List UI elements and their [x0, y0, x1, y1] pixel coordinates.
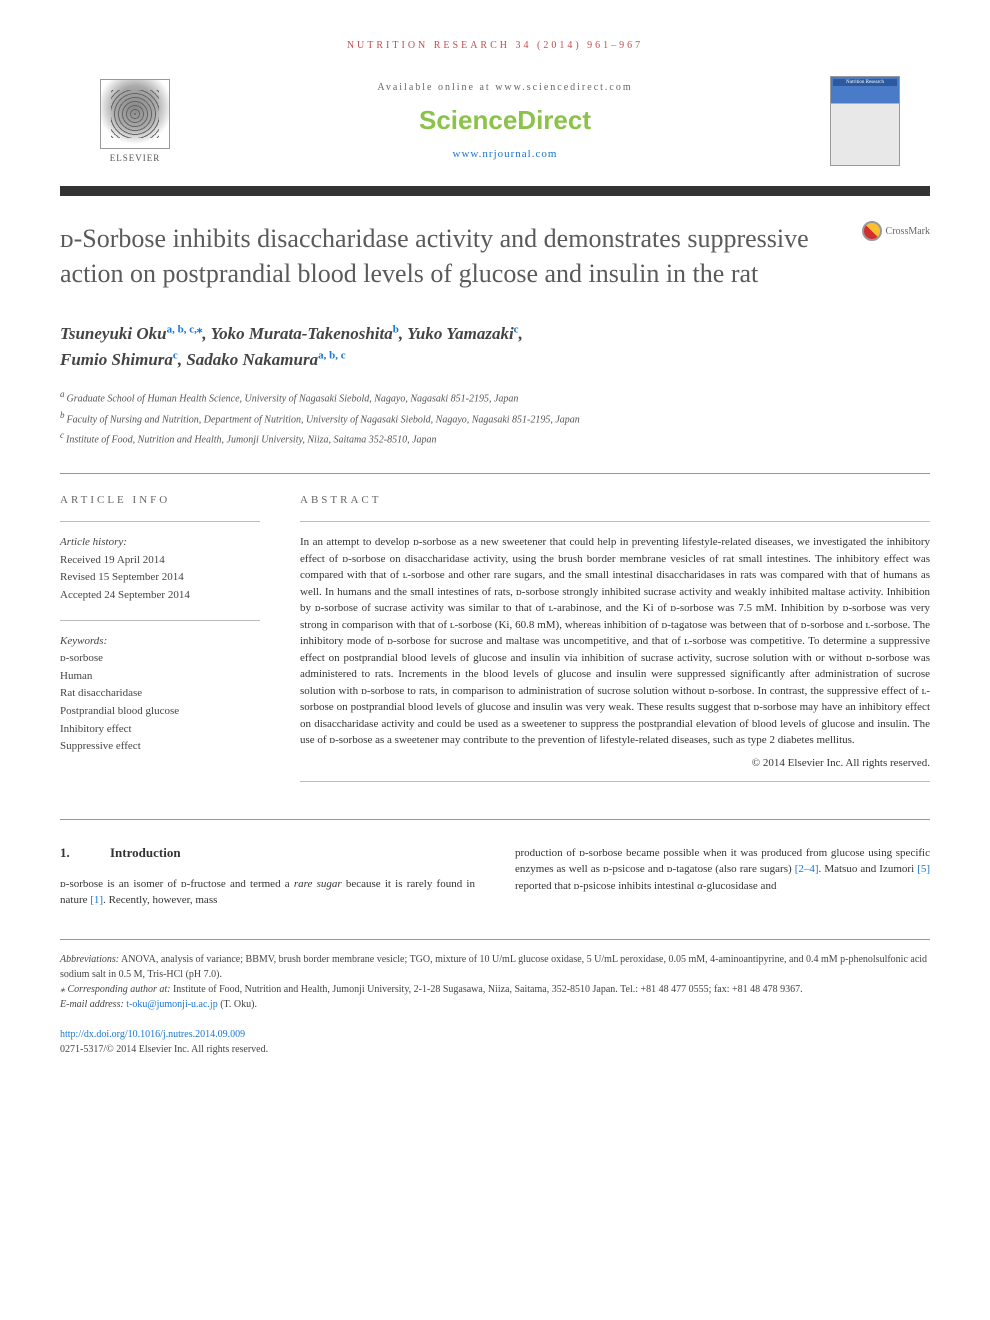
author-4: Fumio Shimura [60, 350, 173, 369]
ref-1-link[interactable]: [1] [90, 894, 103, 906]
info-abstract-row: ARTICLE INFO Article history: Received 1… [60, 494, 930, 794]
crossmark-badge[interactable]: CrossMark [862, 221, 930, 241]
author-4-affil: c [173, 349, 178, 361]
keyword-1: ᴅ-sorbose [60, 650, 260, 668]
keyword-4: Postprandial blood glucose [60, 703, 260, 721]
introduction-section: 1.Introduction ᴅ-sorbose is an isomer of… [60, 845, 930, 909]
journal-reference: NUTRITION RESEARCH 34 (2014) 961–967 [60, 40, 930, 51]
author-5: Sadako Nakamura [186, 350, 318, 369]
history-label: Article history: [60, 534, 260, 552]
keyword-3: Rat disaccharidase [60, 685, 260, 703]
affiliation-b: bFaculty of Nursing and Nutrition, Depar… [60, 408, 930, 428]
journal-cover-label: Nutrition Research [833, 79, 897, 86]
center-links: Available online at www.sciencedirect.co… [180, 82, 830, 160]
elsevier-tree-icon [100, 79, 170, 149]
publisher-header: ELSEVIER Available online at www.science… [60, 71, 930, 171]
keywords-block: Keywords: ᴅ-sorbose Human Rat disacchari… [60, 633, 260, 756]
section-divider [60, 473, 930, 474]
abstract-heading: ABSTRACT [300, 494, 930, 506]
elsevier-label: ELSEVIER [110, 153, 161, 163]
received-date: Received 19 April 2014 [60, 552, 260, 570]
abstract-text: In an attempt to develop ᴅ-sorbose as a … [300, 534, 930, 749]
title-section: ᴅ-Sorbose inhibits disaccharidase activi… [60, 221, 930, 291]
journal-cover-thumbnail[interactable]: Nutrition Research [830, 76, 900, 166]
keyword-6: Suppressive effect [60, 738, 260, 756]
intro-left-text: ᴅ-sorbose is an isomer of ᴅ-fructose and… [60, 876, 475, 909]
email-link[interactable]: t-oku@jumonji-u.ac.jp [126, 999, 217, 1010]
article-history: Article history: Received 19 April 2014 … [60, 534, 260, 604]
article-info-column: ARTICLE INFO Article history: Received 1… [60, 494, 260, 794]
doi-link[interactable]: http://dx.doi.org/10.1016/j.nutres.2014.… [60, 1027, 930, 1042]
author-3-affil: c [514, 324, 519, 336]
intro-right-column: production of ᴅ-sorbose became possible … [515, 845, 930, 909]
ref-5-link[interactable]: [5] [917, 863, 930, 875]
author-3: Yuko Yamazaki [407, 324, 514, 343]
available-online-text: Available online at www.sciencedirect.co… [180, 82, 830, 93]
author-2: Yoko Murata-Takenoshita [211, 324, 393, 343]
affiliations-list: aGraduate School of Human Health Science… [60, 387, 930, 448]
intro-number: 1. [60, 845, 110, 861]
intro-right-text: production of ᴅ-sorbose became possible … [515, 845, 930, 895]
keyword-5: Inhibitory effect [60, 721, 260, 739]
author-1-affil: a, b, c,⁎ [167, 324, 203, 336]
abbrev-label: Abbreviations: [60, 954, 119, 965]
keyword-2: Human [60, 668, 260, 686]
abbrev-text: ANOVA, analysis of variance; BBMV, brush… [60, 954, 927, 980]
email-suffix: (T. Oku). [218, 999, 257, 1010]
footer-section: Abbreviations: ANOVA, analysis of varian… [60, 939, 930, 1057]
section-divider-2 [60, 819, 930, 820]
authors-list: Tsuneyuki Okua, b, c,⁎, Yoko Murata-Take… [60, 321, 930, 372]
article-info-heading: ARTICLE INFO [60, 494, 260, 506]
corresp-text: Institute of Food, Nutrition and Health,… [170, 984, 802, 995]
ref-2-4-link[interactable]: [2–4] [795, 863, 819, 875]
affiliation-c: cInstitute of Food, Nutrition and Health… [60, 428, 930, 448]
abstract-column: ABSTRACT In an attempt to develop ᴅ-sorb… [300, 494, 930, 794]
intro-heading-text: Introduction [110, 845, 181, 860]
abstract-copyright: © 2014 Elsevier Inc. All rights reserved… [300, 757, 930, 769]
author-1: Tsuneyuki Oku [60, 324, 167, 343]
issn-copyright: 0271-5317/© 2014 Elsevier Inc. All right… [60, 1042, 930, 1057]
elsevier-logo[interactable]: ELSEVIER [90, 71, 180, 171]
author-2-affil: b [393, 324, 399, 336]
email-line: E-mail address: t-oku@jumonji-u.ac.jp (T… [60, 997, 930, 1012]
header-divider-bar [60, 186, 930, 196]
journal-url-link[interactable]: www.nrjournal.com [180, 148, 830, 160]
corresponding-author-line: ⁎ Corresponding author at: Institute of … [60, 982, 930, 997]
abbreviations-line: Abbreviations: ANOVA, analysis of varian… [60, 952, 930, 982]
crossmark-label: CrossMark [886, 226, 930, 237]
author-5-affil: a, b, c [318, 349, 346, 361]
revised-date: Revised 15 September 2014 [60, 569, 260, 587]
email-label: E-mail address: [60, 999, 124, 1010]
affiliation-a: aGraduate School of Human Health Science… [60, 387, 930, 407]
keywords-label: Keywords: [60, 633, 260, 651]
crossmark-icon [862, 221, 882, 241]
sciencedirect-logo[interactable]: ScienceDirect [180, 105, 830, 136]
accepted-date: Accepted 24 September 2014 [60, 587, 260, 605]
article-title: ᴅ-Sorbose inhibits disaccharidase activi… [60, 221, 862, 291]
corresp-label: ⁎ Corresponding author at: [60, 984, 170, 995]
intro-left-column: 1.Introduction ᴅ-sorbose is an isomer of… [60, 845, 475, 909]
intro-heading: 1.Introduction [60, 845, 475, 861]
